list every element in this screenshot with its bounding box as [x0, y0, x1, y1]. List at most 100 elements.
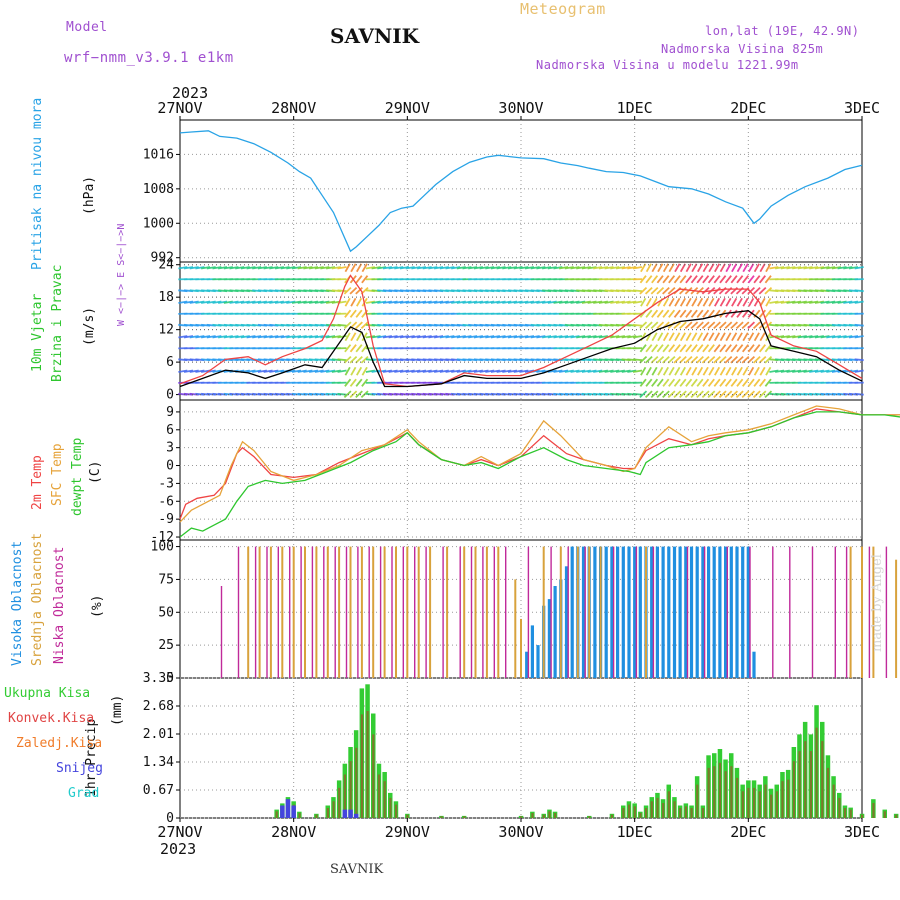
y-tick-label: 25 — [158, 638, 174, 653]
high-cloud-bar — [547, 599, 551, 678]
high-cloud-bar — [604, 546, 608, 678]
high-cloud-bar — [581, 546, 586, 678]
wind-barb — [473, 369, 484, 373]
wind-barb — [713, 378, 721, 387]
wind-barb — [189, 266, 199, 270]
product-title: Meteogram — [520, 0, 606, 18]
wind-barb — [502, 300, 512, 304]
y-tick-label: 0 — [166, 459, 174, 474]
wind-barb — [650, 286, 659, 295]
wind-barb — [303, 266, 313, 270]
convective-precip-bar — [548, 811, 551, 818]
wind-barb — [468, 369, 478, 373]
wind-barb — [361, 332, 368, 342]
wind-barb — [656, 344, 664, 353]
wind-barb — [314, 369, 324, 373]
high-cloud-bar — [729, 546, 733, 678]
wind-barb — [252, 300, 262, 304]
wind-barb — [668, 344, 676, 353]
temp-2m-line — [179, 408, 900, 520]
wind-barb — [685, 332, 692, 342]
convective-precip-bar — [628, 804, 631, 818]
high-cloud-bar — [638, 546, 642, 678]
wind-barb — [355, 344, 363, 353]
wind-barb — [753, 366, 760, 376]
wind-barb — [826, 369, 836, 373]
convective-precip-bar — [872, 803, 875, 818]
y-tick-label: 100 — [151, 540, 174, 555]
wind-barb — [843, 300, 853, 304]
wind-barb — [349, 390, 358, 399]
convective-precip-bar — [815, 727, 818, 818]
wind-barb — [713, 344, 721, 353]
wind-barb — [598, 335, 609, 339]
mid-cloud-bar — [338, 546, 341, 678]
wind-barb — [269, 335, 279, 339]
wind-barb — [286, 335, 296, 339]
wind-barb — [644, 355, 653, 364]
wind-barb — [656, 355, 665, 364]
convective-precip-bar — [531, 813, 534, 818]
temp2m-title: 2m Temp — [30, 455, 45, 510]
high-cloud-bar — [530, 625, 534, 678]
wind-barb — [355, 321, 363, 330]
convective-precip-bar — [326, 808, 329, 818]
low-cloud-bar — [470, 546, 473, 678]
wind-barb — [662, 378, 670, 387]
mid-cloud-bar — [258, 546, 261, 678]
wind-barb — [178, 335, 188, 339]
wind-barb — [673, 309, 681, 318]
x-tick-label-bottom: 3DEC — [844, 823, 880, 841]
wind-barb — [765, 297, 772, 307]
wind-barb — [651, 275, 659, 284]
wind-barb — [730, 321, 739, 330]
station-title: SAVNIK — [330, 24, 420, 48]
low-cloud-bar — [220, 586, 223, 678]
wind-barb — [657, 263, 664, 273]
wind-barb — [679, 378, 687, 387]
wind-barb — [742, 332, 749, 342]
wind-barb — [445, 266, 455, 270]
wind-barb — [673, 378, 681, 387]
convective-precip-bar — [753, 787, 756, 818]
wind-barb — [747, 390, 756, 399]
convective-precip-bar — [343, 774, 346, 818]
snow-bar — [291, 805, 296, 818]
snow-bar — [285, 799, 291, 818]
wind-barb — [564, 369, 574, 373]
wind-barb — [217, 300, 228, 304]
wind-barb — [274, 266, 285, 270]
cloud-unit: (%) — [90, 594, 105, 618]
wind-barb — [513, 335, 523, 339]
x-tick-label-top: 2DEC — [730, 99, 766, 117]
wind-barb — [854, 289, 864, 293]
wind-barb — [764, 355, 773, 364]
wind-barb — [399, 369, 410, 373]
wind-barb — [377, 266, 387, 270]
wind-barb — [696, 378, 704, 387]
wind-barb — [826, 300, 836, 304]
wind-barb — [809, 300, 819, 304]
wind-barb — [240, 300, 250, 304]
wind-barb — [536, 335, 546, 339]
wind-barb — [736, 344, 744, 353]
wind-barb — [462, 300, 472, 304]
wind-barb — [325, 369, 336, 373]
wind-barb — [673, 275, 681, 284]
wind-barb — [691, 263, 698, 273]
wind-barb — [673, 321, 682, 330]
wind-barb — [820, 369, 830, 373]
wind-barb — [741, 344, 750, 353]
low-cloud-bar — [772, 546, 774, 678]
wind-barb — [576, 300, 586, 304]
wind-barb — [714, 332, 721, 342]
wind-barb — [690, 390, 699, 399]
high-cloud-bar — [701, 546, 705, 678]
wind-barb — [679, 321, 687, 330]
low-cloud-bar — [527, 546, 530, 678]
low-cloud-bar — [834, 546, 836, 678]
wind-barb — [759, 366, 766, 376]
wind-barb — [422, 335, 432, 339]
wind-barb — [690, 321, 699, 330]
x-tick-label-bottom: 2DEC — [730, 823, 766, 841]
